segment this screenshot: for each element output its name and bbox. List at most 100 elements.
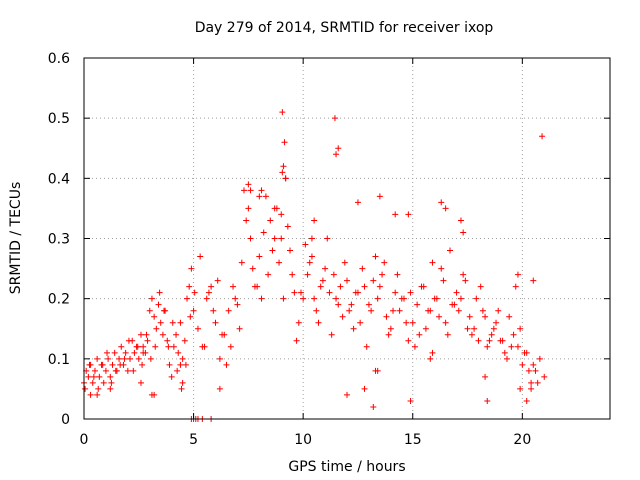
- data-point: [440, 277, 447, 284]
- data-point: [134, 343, 141, 350]
- data-point: [243, 217, 250, 224]
- data-point: [521, 349, 528, 356]
- data-point: [359, 265, 366, 272]
- data-point: [105, 355, 112, 362]
- data-point: [453, 289, 460, 296]
- data-point: [90, 373, 97, 380]
- data-point: [165, 343, 172, 350]
- data-point: [151, 313, 158, 320]
- data-point: [295, 319, 302, 326]
- data-point: [112, 367, 119, 374]
- data-point: [254, 283, 261, 290]
- data-point: [127, 355, 134, 362]
- data-point: [131, 349, 138, 356]
- data-points: [81, 109, 548, 422]
- data-point: [313, 307, 320, 314]
- data-point: [186, 283, 193, 290]
- data-point: [214, 277, 221, 284]
- data-point: [438, 265, 445, 272]
- data-point: [425, 307, 432, 314]
- data-point: [385, 331, 392, 338]
- data-point: [177, 319, 184, 326]
- data-point: [187, 313, 194, 320]
- data-point: [311, 217, 318, 224]
- data-point: [102, 367, 109, 374]
- y-tick-label: 0.6: [48, 51, 70, 67]
- data-point: [111, 349, 118, 356]
- data-point: [403, 319, 410, 326]
- data-point: [191, 289, 198, 296]
- data-point: [479, 307, 486, 314]
- data-point: [121, 355, 128, 362]
- data-point: [464, 325, 471, 332]
- y-axis-label: SRMTID / TECUs: [8, 182, 24, 295]
- data-point: [387, 325, 394, 332]
- data-point: [297, 289, 304, 296]
- data-point: [335, 145, 342, 152]
- data-point: [182, 361, 189, 368]
- data-point: [247, 235, 254, 242]
- data-point: [100, 379, 107, 386]
- data-point: [156, 289, 163, 296]
- data-point: [122, 349, 129, 356]
- data-point: [279, 109, 286, 116]
- data-point: [240, 187, 247, 194]
- data-point: [284, 223, 291, 230]
- x-tick-label: 15: [404, 432, 422, 448]
- data-point: [258, 295, 265, 302]
- data-point: [330, 271, 337, 278]
- data-point: [460, 229, 467, 236]
- data-point: [398, 295, 405, 302]
- data-point: [144, 337, 151, 344]
- data-point: [160, 307, 167, 314]
- data-point: [107, 373, 114, 380]
- data-point: [86, 361, 93, 368]
- chart-title: Day 279 of 2014, SRMTID for receiver ixo…: [195, 20, 494, 36]
- data-point: [130, 367, 137, 374]
- data-point: [363, 343, 370, 350]
- data-point: [256, 253, 263, 260]
- data-point: [210, 307, 217, 314]
- data-point: [282, 175, 289, 182]
- data-point: [265, 271, 272, 278]
- data-point: [372, 253, 379, 260]
- data-point: [230, 283, 237, 290]
- data-point: [484, 397, 491, 404]
- data-point: [117, 361, 124, 368]
- data-point: [429, 259, 436, 266]
- data-point: [328, 331, 335, 338]
- data-point: [344, 277, 350, 284]
- data-point: [234, 301, 241, 308]
- data-point: [462, 277, 469, 284]
- data-point: [194, 325, 201, 332]
- data-point: [394, 271, 401, 278]
- data-point: [365, 301, 372, 308]
- data-point: [173, 331, 180, 338]
- data-point: [407, 289, 414, 296]
- x-tick-label: 0: [80, 432, 89, 448]
- data-point: [281, 139, 288, 146]
- data-point: [471, 325, 478, 332]
- data-point: [337, 283, 344, 290]
- data-point: [376, 193, 383, 200]
- data-point: [447, 247, 454, 254]
- data-point: [146, 307, 153, 314]
- data-point: [457, 217, 464, 224]
- data-point: [91, 367, 98, 374]
- data-point: [488, 331, 495, 338]
- data-point: [348, 301, 355, 308]
- data-point: [379, 271, 386, 278]
- data-point: [374, 367, 381, 374]
- data-point: [484, 343, 491, 350]
- data-point: [477, 283, 484, 290]
- data-point: [280, 163, 287, 170]
- x-tick-label: 5: [189, 432, 198, 448]
- data-point: [308, 253, 315, 260]
- y-tick-label: 0.3: [48, 232, 70, 248]
- x-axis-label: GPS time / hours: [288, 459, 405, 475]
- data-point: [354, 289, 361, 296]
- data-point: [153, 325, 160, 332]
- data-point: [517, 385, 524, 392]
- data-point: [151, 391, 158, 398]
